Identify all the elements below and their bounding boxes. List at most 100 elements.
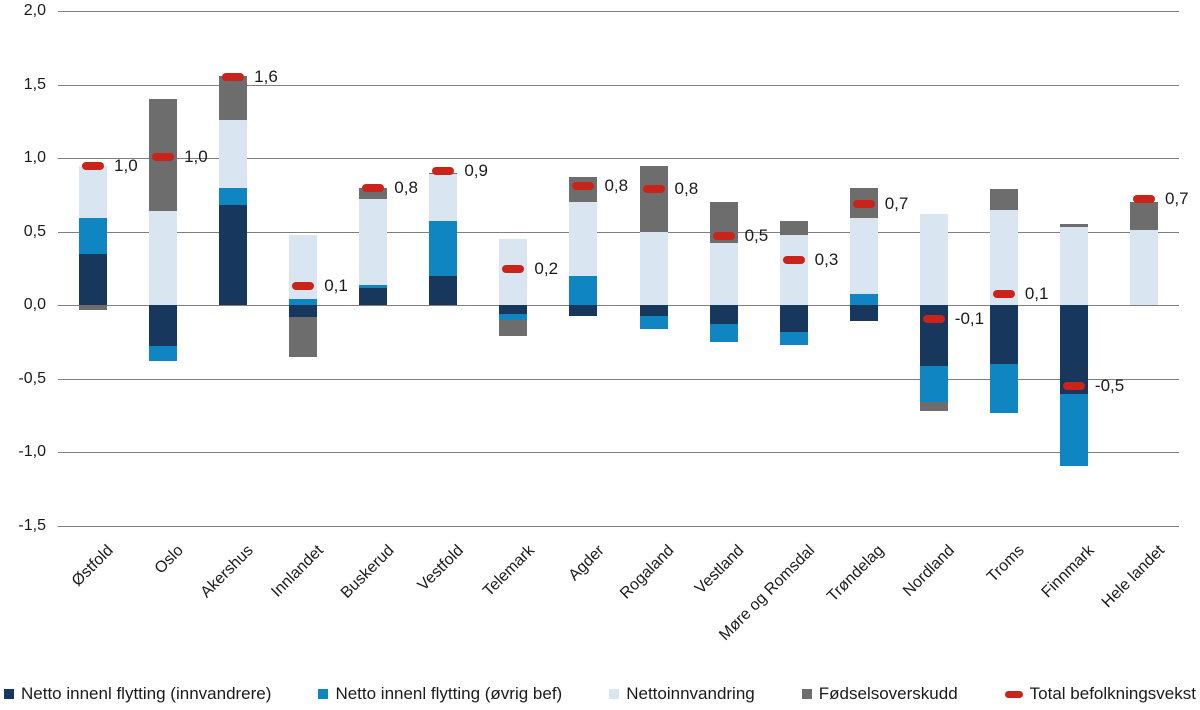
bar-segment: [359, 199, 388, 285]
total-marker: [642, 185, 665, 194]
bar-segment: [709, 305, 738, 325]
bar-segment: [429, 275, 458, 306]
legend-item: Total befolkningsvekst: [1004, 684, 1196, 704]
bar-segment: [989, 209, 1018, 306]
bar-segment: [219, 119, 248, 188]
total-label: 0,8: [394, 177, 418, 197]
total-marker: [1132, 195, 1155, 204]
bar-segment: [569, 275, 598, 306]
gridline: [58, 378, 1179, 380]
bar-segment: [289, 305, 318, 318]
x-axis-label: Rogaland: [617, 542, 678, 603]
bar-segment: [779, 221, 808, 235]
legend-square-icon: [318, 689, 329, 699]
x-axis-label: Telemark: [479, 542, 538, 600]
x-axis-label: Agder: [565, 542, 608, 585]
gridline: [58, 84, 1179, 86]
total-marker: [292, 282, 315, 291]
bar-segment: [1059, 227, 1088, 306]
legend-label: Netto innenl flytting (innvandrere): [21, 684, 272, 703]
total-label: 0,7: [884, 193, 909, 213]
x-axis-label: Vestland: [692, 542, 748, 598]
y-axis-label: 0,0: [23, 296, 46, 314]
legend-label: Total befolkningsvekst: [1029, 684, 1196, 703]
total-label: 0,7: [1164, 189, 1189, 209]
bar-segment: [79, 165, 108, 219]
total-label: 0,8: [604, 176, 629, 196]
bar-segment: [219, 187, 248, 206]
bar-segment: [919, 365, 948, 403]
bar-segment: [849, 305, 878, 322]
total-label: 1,6: [254, 67, 278, 87]
bar-segment: [79, 218, 108, 254]
total-label: 0,3: [814, 249, 839, 269]
legend-label: Fødselsoverskudd: [818, 684, 958, 703]
legend-item: Fødselsoverskudd: [801, 684, 958, 704]
y-axis-label: 1,0: [23, 149, 46, 167]
bar-segment: [709, 243, 738, 306]
bar-segment: [919, 402, 948, 412]
bar-segment: [709, 324, 738, 343]
y-axis-label: 0,5: [23, 222, 46, 240]
bar-segment: [849, 218, 878, 294]
bar-segment: [989, 364, 1018, 413]
bar-segment: [359, 187, 388, 200]
bar-segment: [989, 305, 1018, 365]
x-axis-label: Akershus: [197, 542, 258, 602]
x-axis-label: Østfold: [69, 542, 118, 590]
y-axis-label: 1,5: [23, 75, 46, 93]
total-label: 1,0: [114, 155, 138, 175]
x-axis-label: Innlandet: [268, 542, 328, 601]
bar-segment: [289, 299, 318, 306]
bar-segment: [1129, 202, 1158, 231]
x-axis-label: Trøndelag: [824, 542, 888, 606]
bar-segment: [499, 314, 528, 320]
gridline: [58, 305, 1179, 307]
bar-segment: [149, 305, 178, 347]
total-label: 0,1: [1024, 283, 1049, 303]
x-axis-label: Oslo: [151, 542, 188, 578]
bar-segment: [79, 305, 108, 310]
x-axis-label: Hele landet: [1098, 542, 1168, 612]
bar-segment: [219, 205, 248, 306]
bar-segment: [779, 234, 808, 306]
bar-segment: [149, 211, 178, 306]
total-marker: [152, 152, 175, 161]
plot-area: 1,0 1,0 1,6 0,1 0,8 0,9 0,2 0,8 0,8 0,5 0,3 0,7 -0,1…: [58, 11, 1189, 527]
bar-segment: [639, 165, 668, 232]
bar-segment: [1129, 230, 1158, 306]
legend-label: Nettoinnvandring: [626, 684, 755, 703]
gridline: [58, 158, 1179, 160]
bar-segment: [429, 174, 458, 222]
bar-segment: [989, 189, 1018, 210]
bar-segment: [1059, 305, 1088, 394]
legend-item: Netto innenl flytting (innvandrere): [4, 684, 271, 704]
bar-segment: [289, 317, 318, 357]
x-axis-label: Buskerud: [337, 542, 398, 602]
total-marker: [82, 161, 105, 170]
legend-square-icon: [4, 689, 14, 699]
legend-pill-icon: [1004, 690, 1023, 698]
x-axis-label: Finnmark: [1038, 542, 1098, 602]
bar-segment: [639, 231, 668, 306]
total-marker: [502, 264, 525, 273]
legend-item: Nettoinnvandring: [609, 684, 755, 704]
bar-segment: [919, 214, 948, 306]
gridline: [58, 526, 1179, 527]
gridline: [58, 11, 1179, 12]
bar-segment: [779, 305, 808, 332]
bar-segment: [499, 305, 528, 315]
total-label: -0,1: [954, 308, 985, 328]
y-axis-label: 2,0: [23, 2, 46, 19]
total-label: 1,0: [184, 146, 208, 166]
total-label: 0,2: [534, 258, 559, 278]
gridline: [58, 452, 1179, 454]
x-axis-label: Vestfold: [415, 542, 468, 595]
bar-segment: [639, 305, 668, 316]
gridline: [58, 231, 1179, 233]
y-axis-label: -1,0: [18, 443, 46, 461]
total-marker: [572, 182, 595, 191]
x-axis-label: Nordland: [899, 542, 958, 600]
bar-segment: [779, 331, 808, 345]
